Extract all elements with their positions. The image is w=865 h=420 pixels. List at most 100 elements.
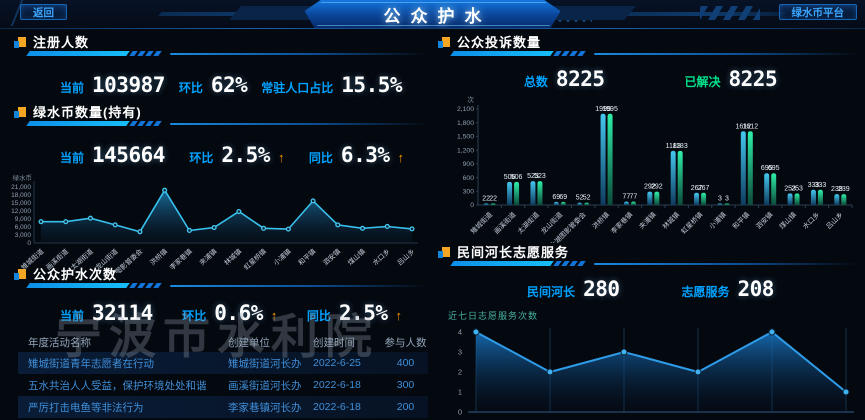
svg-text:3: 3 [725, 196, 729, 203]
svg-text:69: 69 [552, 194, 560, 201]
svg-text:1,800: 1,800 [457, 120, 474, 127]
panel-title: 注册人数 [33, 35, 90, 50]
panel-title: 公众投诉数量 [457, 35, 542, 50]
svg-text:3,000: 3,000 [15, 232, 32, 239]
stat-total: 总数 8225 [523, 67, 605, 91]
panel-underline [18, 282, 428, 289]
stat-yoy: 同比 6.3% ↑ [308, 143, 405, 167]
svg-text:4: 4 [458, 328, 462, 337]
svg-text:和平镇: 和平镇 [730, 210, 751, 231]
up-arrow-icon: ↑ [270, 308, 278, 323]
complaints-bar-chart: 次 0 300 600 900 1,200 1,500 1,800 2,100 22 22 雉城街道 5… [457, 95, 853, 250]
table-row: 五水共治人人受益，保护环境处处和谐 画溪街道河长办 2022-6-18 300 [18, 374, 428, 396]
panel-marker-icon [14, 36, 26, 48]
svg-text:夹浦镇: 夹浦镇 [637, 210, 658, 231]
svg-text:267: 267 [691, 185, 703, 192]
green-coin-platform-button[interactable]: 绿水币平台 [778, 4, 857, 20]
svg-text:次: 次 [467, 95, 474, 104]
table-cell: 400 [396, 357, 415, 369]
stat-mom: 环比 0.6% ↑ [182, 301, 278, 325]
title-banner: 公众护水 [304, 0, 561, 28]
table-cell: 雉城街道青年志愿者在行动 [28, 357, 154, 370]
svg-text:吕山乡: 吕山乡 [824, 210, 845, 231]
back-button[interactable]: 返回 [20, 4, 67, 20]
svg-text:1612: 1612 [743, 123, 759, 130]
table-cell: 五水共治人人受益，保护环境处处和谐 [28, 379, 207, 392]
stat-civil-river-chief: 民间河长 280 [527, 277, 620, 301]
svg-text:6,000: 6,000 [15, 224, 32, 231]
svg-text:3: 3 [458, 348, 462, 357]
svg-text:洪桥镇: 洪桥镇 [590, 210, 611, 231]
svg-text:龙山街道: 龙山街道 [539, 210, 565, 236]
svg-text:523: 523 [534, 173, 546, 180]
svg-text:333: 333 [815, 182, 827, 189]
svg-text:林城镇: 林城镇 [660, 210, 681, 231]
svg-text:9,000: 9,000 [15, 216, 32, 223]
svg-text:1183: 1183 [673, 143, 688, 150]
svg-text:12,000: 12,000 [11, 208, 31, 215]
svg-text:0: 0 [27, 240, 31, 247]
svg-text:李家巷镇: 李家巷镇 [609, 210, 635, 236]
svg-text:21,000: 21,000 [11, 184, 31, 191]
panel-complaints: 公众投诉数量 总数 8225 已解决 8225 次 0 300 600 900 1,200… [438, 34, 859, 250]
svg-text:239: 239 [838, 186, 850, 193]
table-cell: 2022-6-18 [313, 401, 361, 413]
svg-text:600: 600 [463, 175, 475, 182]
stat-current: 当前 145664 [60, 143, 165, 167]
svg-text:雉城街道: 雉城街道 [469, 210, 495, 236]
stat-current: 当前 103987 [60, 73, 165, 97]
svg-text:22: 22 [482, 196, 490, 203]
panel-title: 民间河长志愿服务 [457, 245, 570, 260]
table-cell: 李家巷镇河长办 [228, 401, 302, 414]
panel-title: 绿水币数量(持有) [33, 105, 142, 120]
svg-text:695: 695 [768, 165, 780, 172]
panel-registered-users: 注册人数 当前 103987 环比 62% 常驻人口占比 15.5% [14, 34, 428, 97]
svg-text:画溪街道: 画溪街道 [492, 210, 518, 236]
svg-text:2,100: 2,100 [457, 106, 474, 113]
table-row: 严厉打击电鱼等非法行为 李家巷镇河长办 2022-6-18 200 [18, 396, 428, 418]
svg-text:绿水币: 绿水币 [13, 173, 33, 182]
svg-text:239: 239 [831, 186, 843, 193]
table-header-cell: 创建单位 [228, 337, 270, 349]
svg-text:900: 900 [463, 161, 475, 168]
svg-text:52: 52 [583, 195, 591, 202]
svg-text:267: 267 [698, 185, 710, 192]
up-arrow-icon: ↑ [395, 308, 402, 323]
table-cell: 300 [396, 379, 415, 391]
stat-resident-ratio: 常驻人口占比 15.5% [261, 73, 402, 97]
table-cell: 雉城街道河长办 [228, 357, 302, 370]
panel-underline [18, 120, 430, 127]
panel-green-coin: 绿水币数量(持有) 当前 145664 环比 2.5% ↑ 同比 6.3% ↑ … [11, 104, 430, 285]
header-slashes-right [700, 6, 760, 20]
stat-current: 当前 32114 [60, 301, 153, 325]
volunteer-line-chart: 012342023-06-212023-06-222023-06-232023-… [456, 328, 865, 420]
svg-text:15,000: 15,000 [11, 200, 31, 207]
svg-text:太湖街道: 太湖街道 [515, 210, 541, 236]
svg-text:506: 506 [504, 174, 516, 181]
svg-text:506: 506 [511, 174, 523, 181]
stat-yoy: 同比 2.5% ↑ [306, 301, 402, 325]
table-header-cell: 年度活动名称 [28, 337, 91, 349]
svg-text:1995: 1995 [602, 106, 618, 113]
svg-text:水口乡: 水口乡 [801, 210, 822, 231]
svg-text:林城镇: 林城镇 [222, 247, 243, 267]
panel-volunteer-service: 民间河长志愿服务 民间河长 280 志愿服务 208 近七日志愿服务次数 0 1 2… [438, 244, 865, 420]
panel-underline [18, 50, 428, 57]
panel-underline [442, 50, 859, 57]
svg-text:小浦镇: 小浦镇 [707, 210, 728, 231]
svg-text:77: 77 [623, 193, 631, 200]
svg-text:煤山镇: 煤山镇 [777, 210, 798, 231]
svg-text:1183: 1183 [666, 143, 681, 150]
svg-text:0: 0 [458, 408, 462, 417]
svg-text:1,200: 1,200 [457, 147, 474, 154]
up-arrow-icon: ↑ [397, 150, 405, 165]
panel-marker-icon [438, 36, 450, 48]
table-cell: 严厉打击电鱼等非法行为 [28, 401, 144, 414]
svg-text:2: 2 [458, 368, 462, 377]
svg-text:695: 695 [761, 165, 773, 172]
stat-resolved: 已解决 8225 [684, 67, 778, 91]
table-cell: 画溪街道河长办 [228, 379, 302, 392]
svg-text:0: 0 [470, 202, 474, 209]
svg-text:泗安镇: 泗安镇 [321, 247, 342, 267]
